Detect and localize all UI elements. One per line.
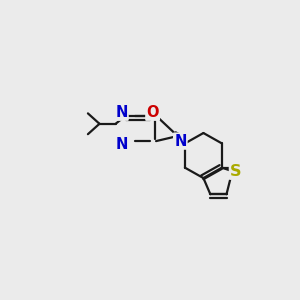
- Text: N: N: [174, 134, 187, 148]
- Text: S: S: [230, 164, 242, 178]
- Text: N: N: [115, 137, 128, 152]
- Text: N: N: [115, 105, 128, 120]
- Text: O: O: [146, 105, 159, 120]
